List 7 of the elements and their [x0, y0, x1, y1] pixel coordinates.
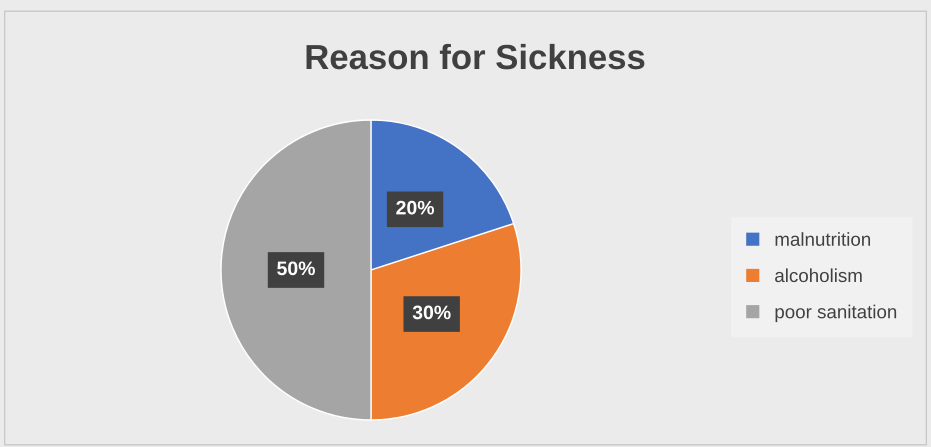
data-label: 30%	[412, 306, 451, 320]
legend-label: malnutrition	[776, 232, 870, 246]
data-label: 50%	[277, 261, 315, 276]
data-label: 20%	[396, 200, 434, 215]
chart-title: Reason for Sickness	[306, 44, 644, 70]
legend-label: alcoholism	[775, 268, 862, 282]
legend-label: poor sanitation	[776, 304, 896, 322]
